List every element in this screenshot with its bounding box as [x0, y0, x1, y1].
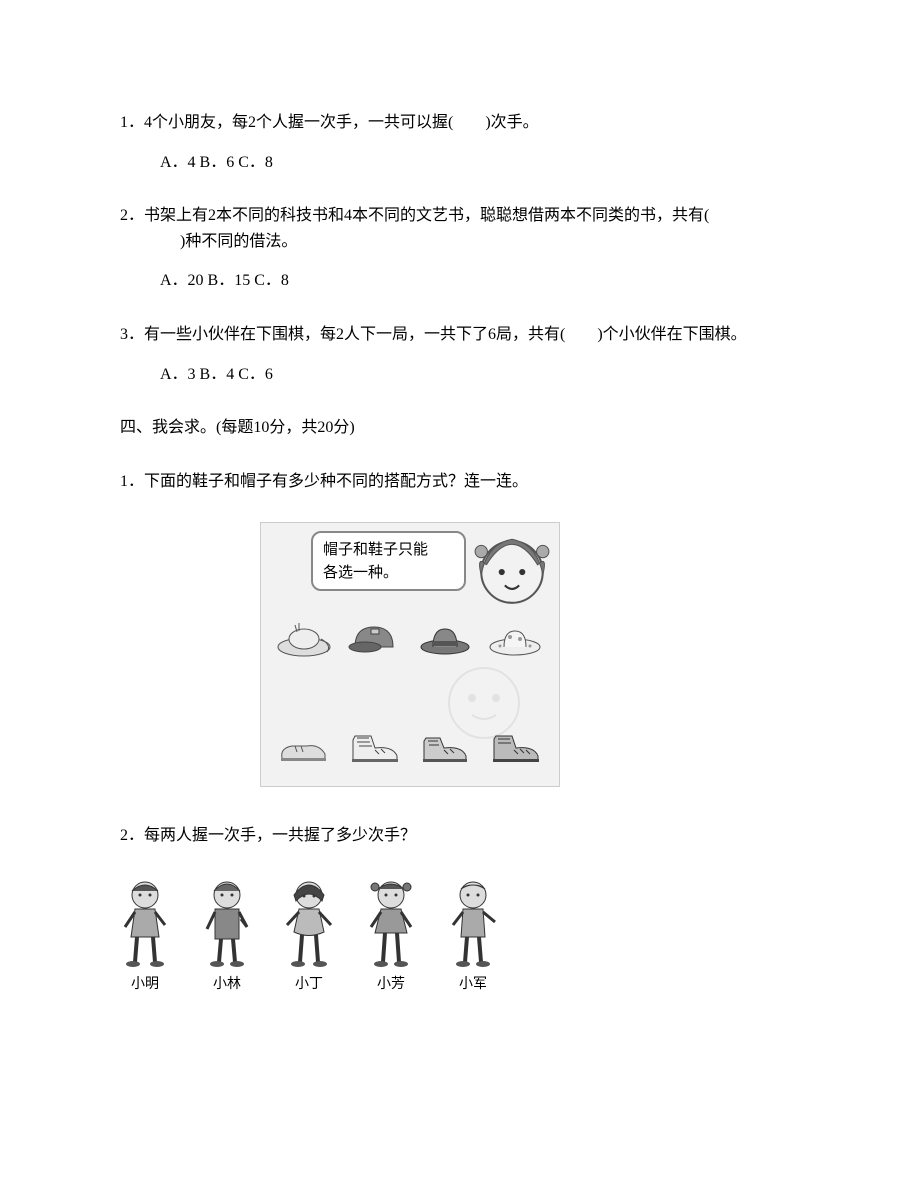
q2-body-a: 书架上有2本不同的科技书和4本不同的文艺书，聪聪想借两本不同类的书，共有(	[144, 207, 709, 224]
shoes-row	[261, 726, 559, 768]
q1-body: 4个小朋友，每2个人握一次手，一共可以握( )次手。	[144, 114, 539, 131]
q1-num: 1．	[120, 114, 144, 131]
q3-options: A．3 B．4 C．6	[160, 362, 800, 388]
q3-num: 3．	[120, 326, 144, 343]
q3-body: 有一些小伙伴在下围棋，每2人下一局，一共下了6局，共有( )个小伙伴在下围棋。	[144, 326, 747, 343]
shoe-4-icon	[488, 726, 543, 768]
sub-question-2: 2．每两人握一次手，一共握了多少次手？	[120, 823, 800, 849]
kids-figure: 小明 小林 小丁 小芳 小军	[110, 877, 800, 996]
kid-5-name: 小军	[438, 974, 508, 996]
shoe-3-icon	[418, 726, 473, 768]
q2-num: 2．	[120, 207, 144, 224]
speech-line-1: 帽子和鞋子只能	[323, 539, 454, 562]
kid-5: 小军	[438, 877, 508, 996]
sub2-body: 每两人握一次手，一共握了多少次手？	[144, 827, 416, 844]
sub-question-1: 1．下面的鞋子和帽子有多少种不同的搭配方式？连一连。	[120, 469, 800, 495]
kid-4: 小芳	[356, 877, 426, 996]
hat-3-icon	[418, 617, 473, 659]
section-4-title: 四、我会求。(每题10分，共20分)	[120, 415, 800, 441]
q2-options: A．20 B．15 C．8	[160, 268, 800, 294]
q2-line1: 2．书架上有2本不同的科技书和4本不同的文艺书，聪聪想借两本不同类的书，共有(	[120, 203, 800, 229]
sub1-text: 1．下面的鞋子和帽子有多少种不同的搭配方式？连一连。	[120, 469, 800, 495]
q2-body-b: )种不同的借法。	[148, 229, 800, 255]
shoe-1-icon	[277, 726, 332, 768]
kid-3-name: 小丁	[274, 974, 344, 996]
kid-4-icon	[361, 877, 421, 972]
kid-2-icon	[197, 877, 257, 972]
kid-2-name: 小林	[192, 974, 262, 996]
sub2-num: 2．	[120, 827, 144, 844]
kid-3-icon	[279, 877, 339, 972]
sub1-body: 下面的鞋子和帽子有多少种不同的搭配方式？连一连。	[144, 473, 528, 490]
hat-2-icon	[347, 617, 402, 659]
q1-text: 1．4个小朋友，每2个人握一次手，一共可以握( )次手。	[120, 110, 800, 136]
kid-1-icon	[115, 877, 175, 972]
question-2: 2．书架上有2本不同的科技书和4本不同的文艺书，聪聪想借两本不同类的书，共有( …	[120, 203, 800, 294]
question-3: 3．有一些小伙伴在下围棋，每2人下一局，一共下了6局，共有( )个小伙伴在下围棋…	[120, 322, 800, 387]
kid-2: 小林	[192, 877, 262, 996]
q2-text: 2．书架上有2本不同的科技书和4本不同的文艺书，聪聪想借两本不同类的书，共有( …	[120, 203, 800, 254]
q3-text: 3．有一些小伙伴在下围棋，每2人下一局，一共下了6局，共有( )个小伙伴在下围棋…	[120, 322, 800, 348]
kid-5-icon	[443, 877, 503, 972]
kid-4-name: 小芳	[356, 974, 426, 996]
hats-row	[261, 617, 559, 659]
kid-1: 小明	[110, 877, 180, 996]
kid-3: 小丁	[274, 877, 344, 996]
question-1: 1．4个小朋友，每2个人握一次手，一共可以握( )次手。 A．4 B．6 C．8	[120, 110, 800, 175]
hat-4-icon	[488, 617, 543, 659]
sub2-text: 2．每两人握一次手，一共握了多少次手？	[120, 823, 800, 849]
q1-options: A．4 B．6 C．8	[160, 150, 800, 176]
speech-line-2: 各选一种。	[323, 562, 454, 585]
shoe-2-icon	[347, 726, 402, 768]
hat-1-icon	[277, 617, 332, 659]
girl-icon	[471, 529, 553, 611]
kid-1-name: 小明	[110, 974, 180, 996]
sub1-num: 1．	[120, 473, 144, 490]
speech-bubble: 帽子和鞋子只能 各选一种。	[311, 531, 466, 591]
hats-shoes-figure: 帽子和鞋子只能 各选一种。	[260, 522, 560, 787]
